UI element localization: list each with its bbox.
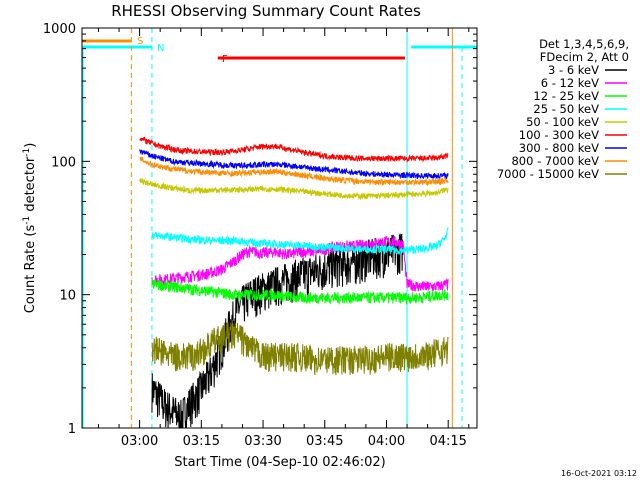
y-axis-label: Count Rate (s-1 detector-1)	[22, 143, 38, 314]
legend-label: 100 - 300 keV	[519, 128, 599, 142]
render-timestamp: 16-Oct-2021 03:12	[561, 469, 637, 478]
flag-label-saa: S	[137, 36, 143, 47]
legend-label: 800 - 7000 keV	[511, 154, 599, 168]
y-tick-label: 1000	[43, 22, 76, 37]
x-tick-label: 03:45	[306, 434, 343, 449]
legend-label: 25 - 50 keV	[533, 102, 599, 116]
series-line-0	[151, 233, 404, 429]
series-line-5	[139, 136, 449, 164]
legend-label: 50 - 100 keV	[526, 115, 599, 129]
legend-label: 300 - 800 keV	[519, 141, 599, 155]
flag-bars: S N F	[82, 36, 477, 65]
x-tick-label: 04:15	[429, 434, 466, 449]
series-line-4	[139, 178, 449, 201]
y-tick-label: 1	[68, 422, 76, 437]
series-line-2	[151, 278, 449, 306]
series-line-8	[151, 322, 449, 376]
x-tick-label: 03:30	[244, 434, 281, 449]
legend-label: 7000 - 15000 keV	[497, 167, 599, 181]
vertical-markers	[82, 28, 463, 428]
series-line-6	[139, 148, 449, 180]
axis-ticks: 03:00 03:15 03:30 03:45 04:00 04:15 1 10 100 1000	[43, 22, 477, 449]
series-line-1	[151, 234, 449, 292]
y-tick-label: 10	[59, 289, 76, 304]
flag-label-night: N	[157, 43, 164, 54]
x-tick-label: 04:00	[368, 434, 405, 449]
x-axis-label: Start Time (04-Sep-10 02:46:02)	[174, 455, 385, 470]
legend-header-line-2: FDecim 2, Att 0	[540, 50, 629, 64]
plot-frame	[81, 27, 478, 429]
chart-title: RHESSI Observing Summary Count Rates	[111, 2, 421, 20]
y-tick-label: 100	[51, 155, 76, 170]
legend: Det 1,3,4,5,6,9, FDecim 2, Att 0 3 - 6 k…	[497, 37, 629, 181]
x-tick-label: 03:00	[121, 434, 158, 449]
legend-label: 6 - 12 keV	[541, 76, 599, 90]
flag-label-flare: F	[222, 54, 228, 65]
plot-area: S N F 03:00 03:15 03:30 03:45 04:00 04:15 1 10 100…	[43, 22, 478, 449]
legend-label: 12 - 25 keV	[533, 89, 599, 103]
series-line-7	[139, 156, 449, 187]
legend-header-line-1: Det 1,3,4,5,6,9,	[539, 37, 629, 51]
legend-label: 3 - 6 keV	[548, 63, 599, 77]
series-lines	[139, 136, 449, 429]
x-tick-label: 03:15	[183, 434, 220, 449]
series-line-3	[151, 227, 449, 256]
